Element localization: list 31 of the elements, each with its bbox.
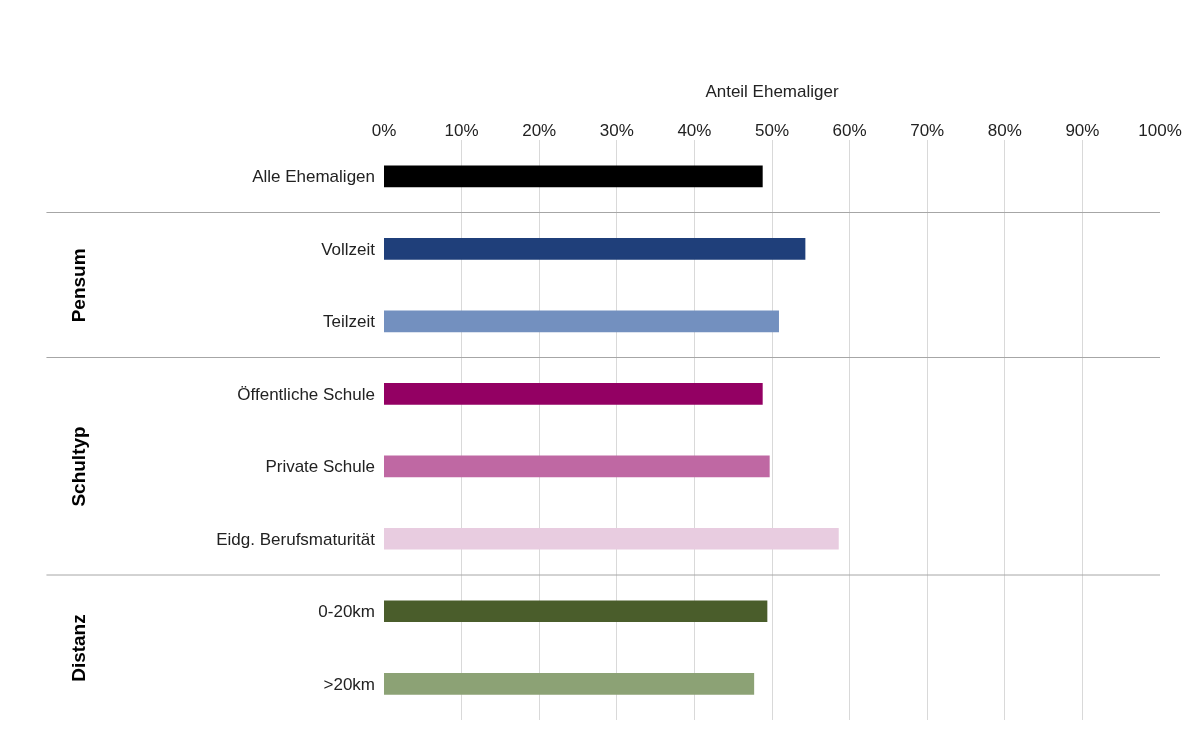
- x-tick-label: 10%: [444, 120, 479, 140]
- text: Distanz: [67, 614, 89, 682]
- bar: [384, 165, 763, 188]
- bar: [384, 600, 768, 623]
- y-tick-label: Vollzeit: [321, 239, 376, 259]
- x-tick-label: 60%: [832, 120, 867, 140]
- y-tick-label: Teilzeit: [323, 312, 376, 332]
- x-tick-label: 100%: [1138, 120, 1182, 140]
- bar: [384, 382, 763, 405]
- x-tick-label: 90%: [1065, 120, 1100, 140]
- x-tick-label: 50%: [754, 120, 790, 140]
- text: Pensum: [68, 248, 90, 323]
- y-tick-label: 0-20km: [318, 602, 375, 622]
- x-tick-label: 70%: [910, 120, 945, 140]
- x-tick-label: 0%: [371, 120, 397, 140]
- x-tick-label: 80%: [987, 120, 1022, 140]
- bar: [384, 310, 779, 333]
- y-tick-label: Eidg. Berufsmaturität: [216, 529, 376, 549]
- y-tick-label: >20km: [323, 674, 375, 694]
- y-tick-label: Alle Ehemaligen: [252, 167, 375, 187]
- bar: [384, 672, 755, 695]
- text: Schultyp: [68, 426, 90, 507]
- y-tick-label: Private Schule: [265, 457, 375, 477]
- bar: [384, 455, 770, 478]
- x-axis-title: Anteil Ehemaliger: [705, 82, 839, 102]
- x-tick-label: 20%: [522, 120, 557, 140]
- y-tick-label: Öffentliche Schule: [237, 384, 375, 404]
- x-tick-label: 40%: [677, 120, 712, 140]
- x-tick-label: 30%: [599, 120, 634, 140]
- bar: [384, 527, 839, 550]
- bar: [384, 237, 806, 260]
